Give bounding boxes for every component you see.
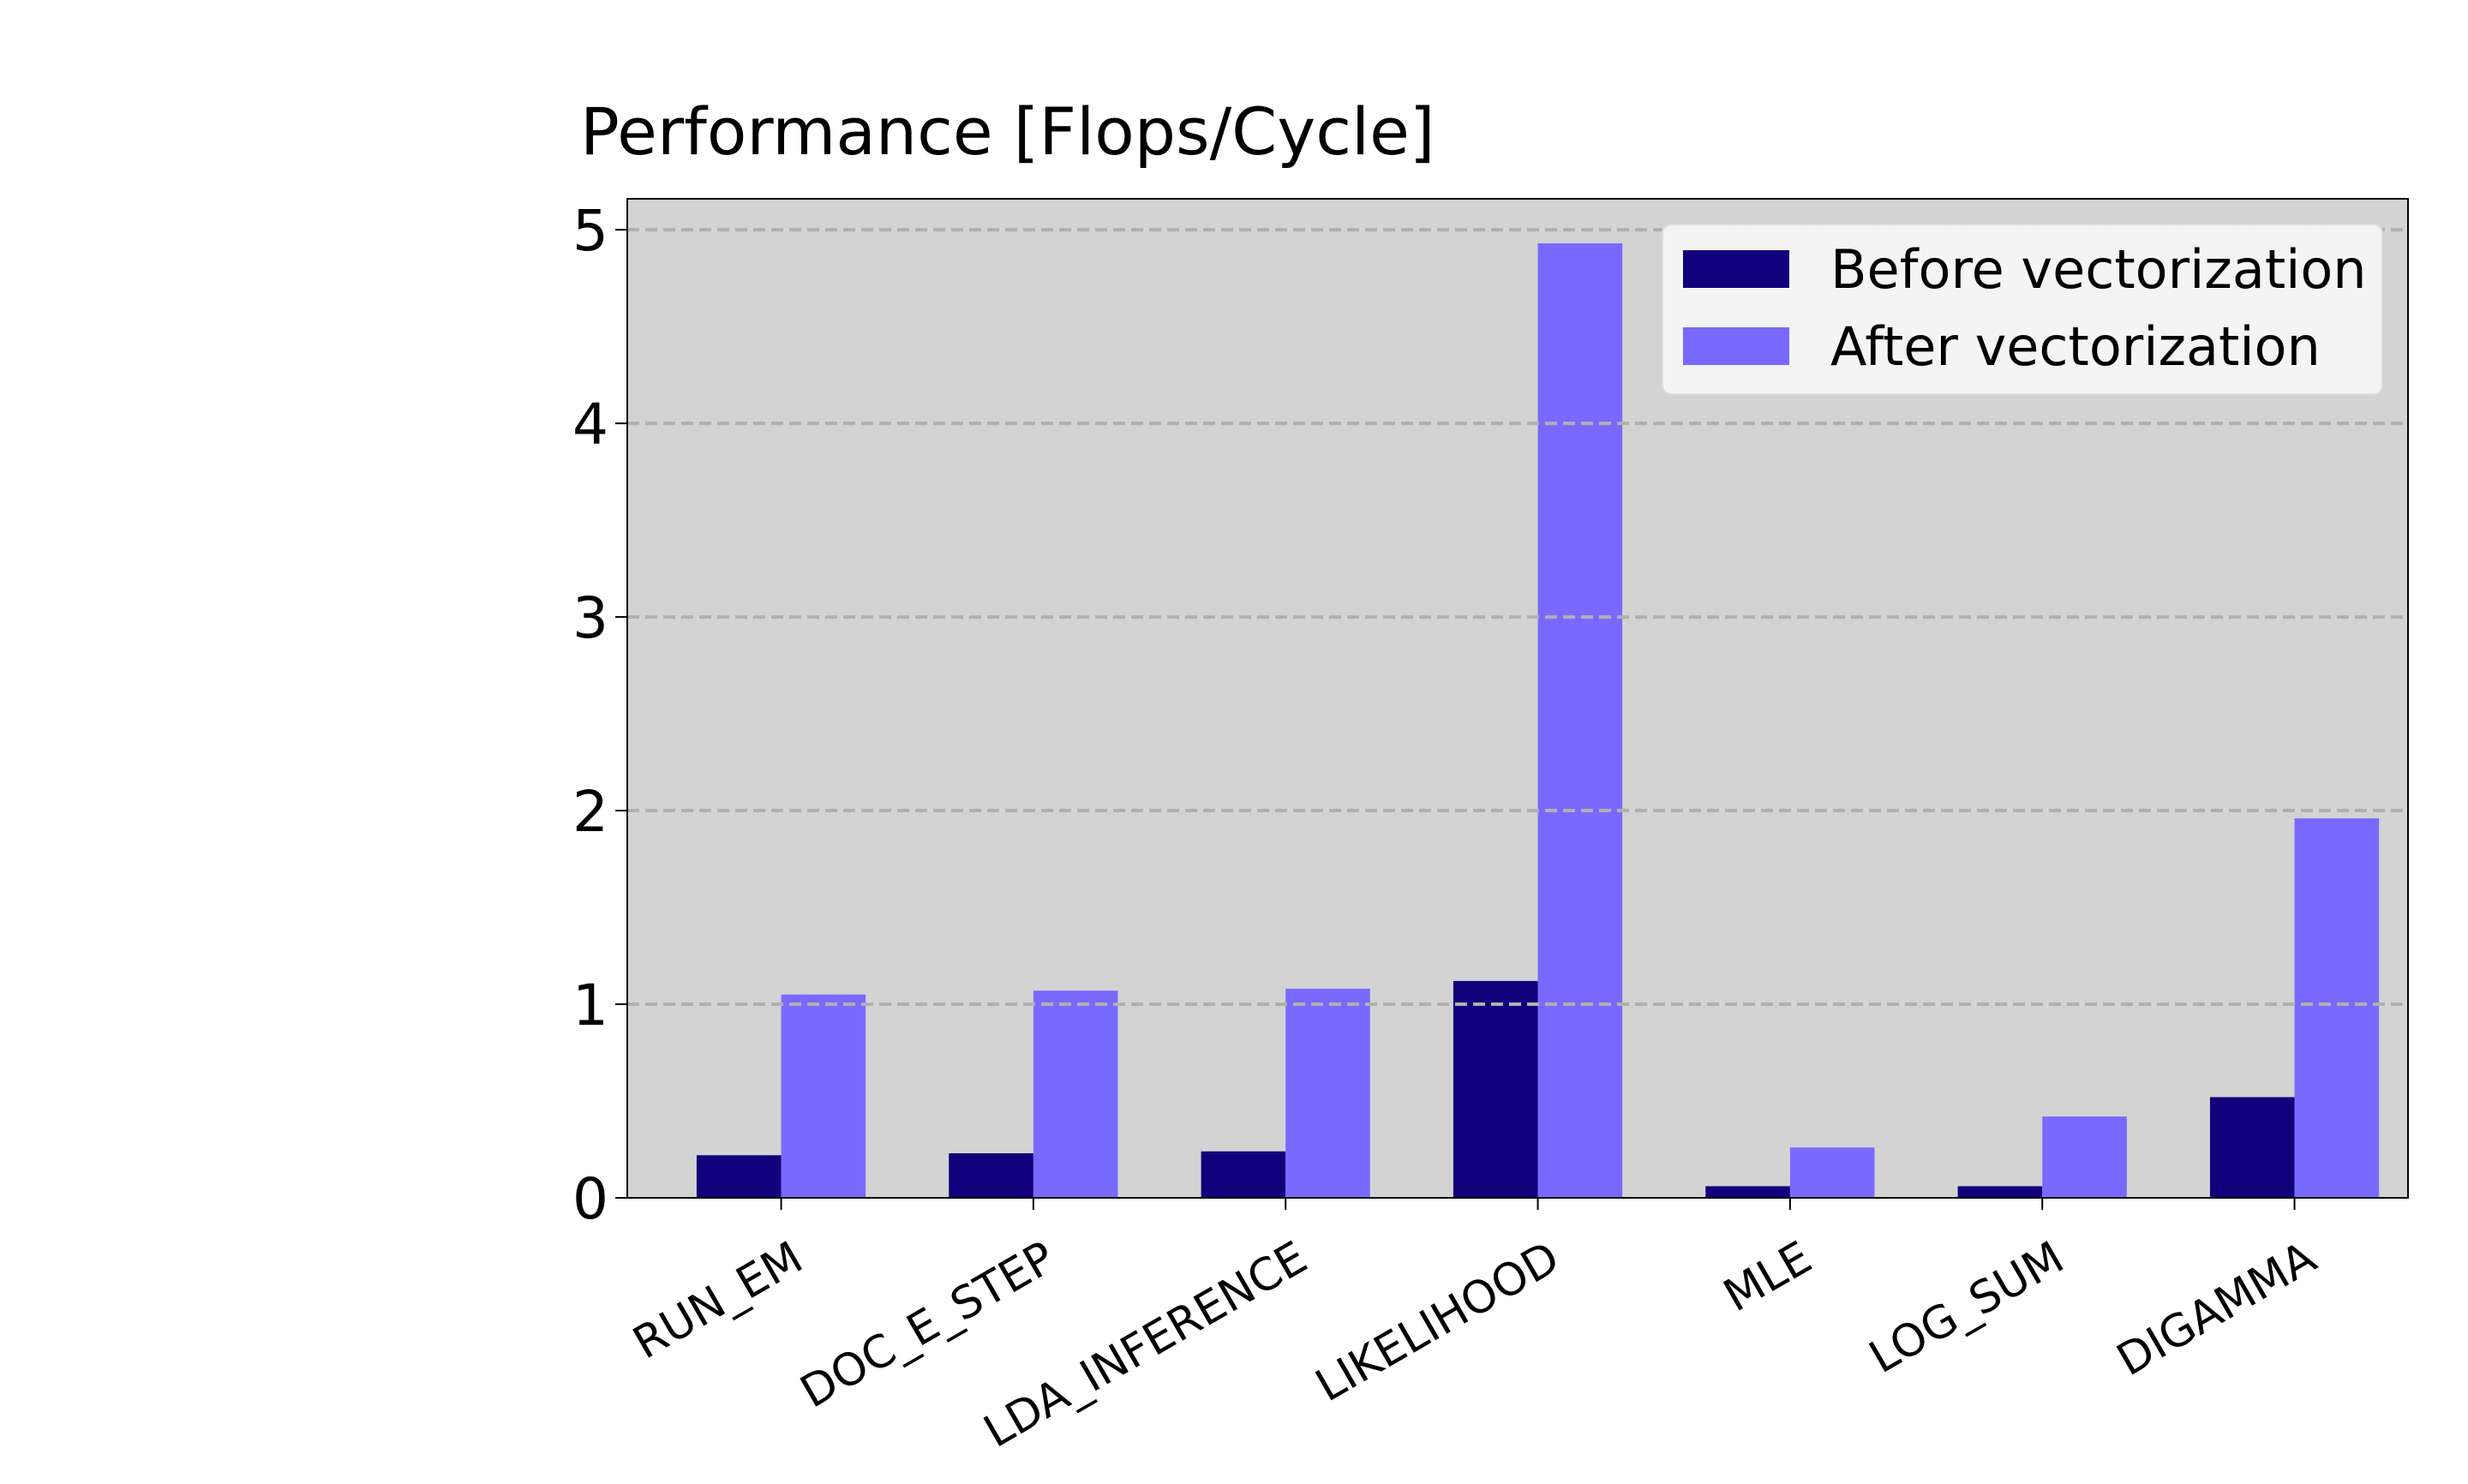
legend: Before vectorization After vectorization xyxy=(1662,224,2383,395)
bar-after-mle xyxy=(1789,1147,1875,1198)
x-tick-label: MLE xyxy=(1716,1232,1820,1322)
y-tick-label: 4 xyxy=(572,392,608,458)
x-tick-label: DIGAMMA xyxy=(2109,1232,2326,1386)
y-axis: 0 1 2 3 4 5 xyxy=(572,198,627,1232)
legend-label-before: Before vectorization xyxy=(1830,238,2367,301)
bar-before-digamma xyxy=(2209,1097,2295,1198)
bar-after-digamma xyxy=(2294,818,2380,1198)
legend-swatch-after xyxy=(1683,327,1789,365)
x-tick-label: LOG_SUM xyxy=(1861,1232,2073,1384)
bar-after-lda-inference xyxy=(1285,988,1370,1198)
bars xyxy=(696,242,2380,1198)
bar-after-likelihood xyxy=(1537,242,1623,1198)
y-tick-label: 3 xyxy=(572,585,608,651)
bar-before-run-em xyxy=(696,1155,782,1198)
bar-before-log-sum xyxy=(1957,1186,2043,1198)
bar-after-log-sum xyxy=(2042,1116,2127,1198)
grid-lines xyxy=(627,228,2408,1007)
bar-before-mle xyxy=(1705,1186,1790,1198)
bar-after-doc-e-step xyxy=(1033,990,1118,1198)
bar-before-lda-inference xyxy=(1201,1151,1286,1198)
legend-label-after: After vectorization xyxy=(1830,315,2321,378)
x-tick-label: LIKELIHOOD xyxy=(1308,1232,1568,1412)
bar-after-run-em xyxy=(781,994,866,1198)
x-tick-label: RUN_EM xyxy=(625,1232,812,1369)
plot-frame xyxy=(626,198,2409,1199)
y-tick-label: 1 xyxy=(572,972,608,1038)
bar-before-likelihood xyxy=(1453,980,1538,1198)
chart-title: Performance [Flops/Cycle] xyxy=(580,93,1435,170)
y-tick-label: 5 xyxy=(572,198,608,264)
y-tick-label: 0 xyxy=(572,1166,608,1232)
bar-before-doc-e-step xyxy=(949,1153,1033,1198)
y-tick-label: 2 xyxy=(572,779,608,845)
legend-box xyxy=(1662,224,2383,395)
legend-swatch-before xyxy=(1683,250,1789,288)
